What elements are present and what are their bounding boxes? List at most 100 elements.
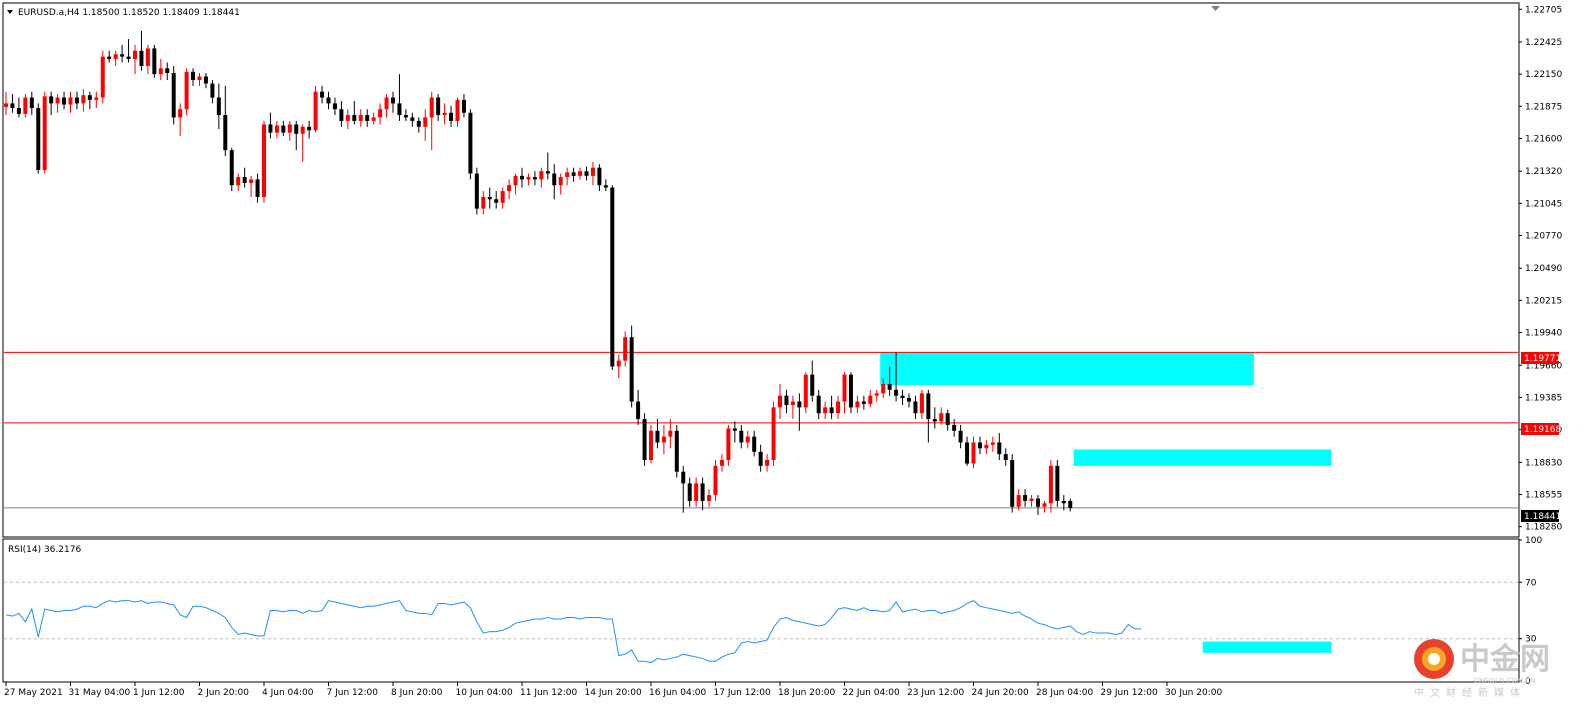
candle-body	[145, 48, 150, 66]
candle	[700, 477, 705, 511]
candle	[913, 395, 918, 420]
candle-body	[810, 374, 815, 396]
candle	[629, 325, 634, 408]
candle-body	[1003, 454, 1008, 460]
candle-body	[532, 177, 537, 180]
candle	[836, 395, 841, 420]
candle	[552, 164, 557, 200]
candle	[1003, 448, 1008, 466]
candle-body	[784, 395, 789, 406]
candle-body	[68, 97, 73, 105]
candle	[810, 360, 815, 402]
candle-body	[4, 103, 8, 107]
candle	[932, 407, 937, 429]
candle	[655, 419, 660, 449]
candle-body	[513, 175, 518, 186]
candle-body	[584, 171, 589, 176]
candle	[778, 384, 782, 420]
candle-body	[771, 407, 776, 460]
price-tick-label: 1.18830	[1525, 458, 1562, 468]
candle-body	[294, 124, 299, 134]
candle-body	[1055, 465, 1060, 501]
candle-body	[203, 76, 208, 84]
candle-body	[171, 72, 176, 118]
rsi-tick-label: 100	[1525, 536, 1542, 546]
candle	[326, 91, 331, 110]
candle-body	[907, 398, 911, 402]
candle-body	[461, 99, 466, 113]
rsi-zone-0	[1202, 641, 1332, 653]
candle-body	[539, 171, 544, 180]
candle	[649, 424, 653, 464]
candle-body	[932, 419, 937, 422]
candle-body	[216, 97, 221, 116]
candle	[320, 85, 325, 104]
candle-body	[113, 54, 118, 59]
candle-body	[1023, 495, 1028, 501]
candle-body	[655, 430, 660, 443]
candle	[1055, 460, 1060, 507]
watermark-brand: 中金网	[1460, 642, 1550, 677]
candle	[526, 173, 531, 186]
candle	[829, 395, 834, 420]
candle-body	[1042, 503, 1047, 507]
price-tick-label: 1.22425	[1525, 38, 1562, 48]
price-tick-label: 1.22705	[1525, 5, 1562, 15]
candle	[984, 440, 989, 455]
candle	[29, 91, 34, 116]
level-tag-upper-bg	[1521, 352, 1559, 364]
time-tick-label: 16 Jun 04:00	[649, 688, 706, 698]
candle-body	[694, 483, 699, 501]
candle-body	[423, 117, 428, 127]
candle	[365, 109, 370, 127]
candle-body	[707, 495, 712, 501]
candle	[520, 167, 524, 188]
candle-body	[765, 460, 770, 466]
dropdown-arrow-icon[interactable]	[7, 10, 13, 14]
candle-body	[520, 175, 524, 180]
candle	[965, 436, 970, 466]
candle-body	[55, 97, 60, 104]
candle-body	[726, 428, 731, 460]
candle-body	[74, 97, 79, 104]
candle-body	[713, 465, 718, 496]
candle	[397, 74, 402, 121]
candle	[391, 91, 395, 113]
candle	[55, 94, 60, 113]
candle-body	[191, 71, 196, 80]
candle-body	[100, 56, 105, 98]
candle	[610, 185, 615, 370]
candlestick-series	[4, 30, 1073, 515]
candle	[855, 395, 860, 414]
price-tick-label: 1.20770	[1525, 232, 1562, 242]
candle-body	[210, 83, 215, 98]
candle-body	[649, 430, 653, 460]
price-tick-label: 1.19385	[1525, 393, 1562, 403]
candle-body	[874, 393, 879, 396]
candle-body	[500, 191, 505, 203]
candle-body	[926, 393, 931, 420]
candle-body	[165, 68, 170, 73]
shift-marker-icon[interactable]	[1211, 6, 1220, 11]
candle	[429, 91, 434, 151]
candle	[571, 167, 576, 182]
price-tick-label: 1.19940	[1525, 329, 1562, 339]
candle	[42, 91, 47, 174]
candle	[87, 91, 92, 110]
candle-body	[616, 360, 621, 367]
candle	[481, 191, 486, 215]
candle-body	[494, 199, 499, 203]
candle-body	[10, 103, 15, 109]
candle	[977, 436, 982, 455]
candle	[145, 44, 150, 75]
candle-body	[816, 395, 821, 414]
candle	[494, 191, 499, 209]
candle-body	[829, 407, 834, 414]
current-price-tag-bg	[1521, 510, 1559, 522]
candle-body	[603, 185, 608, 188]
candle	[461, 94, 466, 118]
candle	[803, 372, 808, 414]
candle-body	[133, 50, 137, 59]
candle-body	[274, 125, 279, 133]
